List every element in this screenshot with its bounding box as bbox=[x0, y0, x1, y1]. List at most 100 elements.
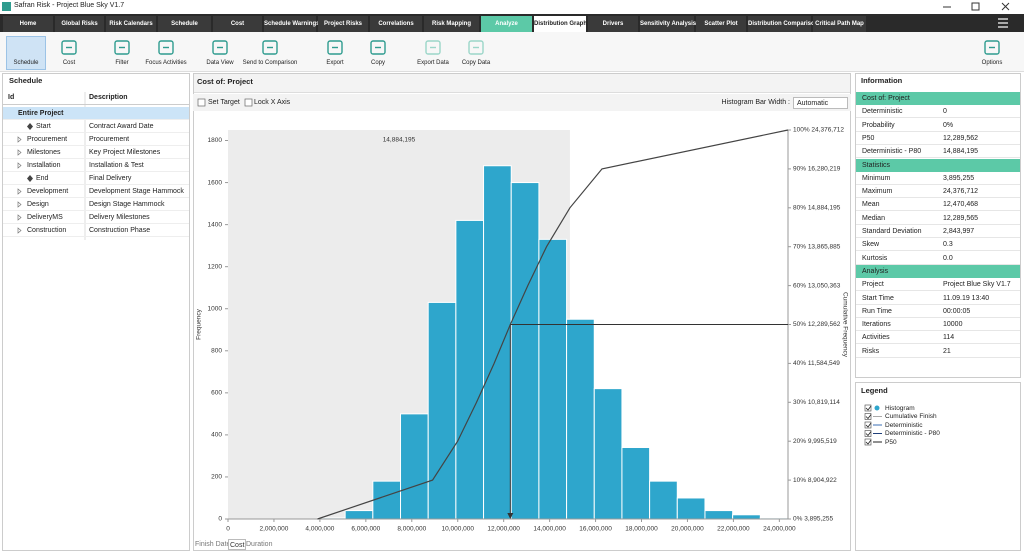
checkbox-label[interactable]: Lock X Axis bbox=[254, 99, 291, 106]
tool-button[interactable]: Export bbox=[326, 60, 344, 66]
info-value: 114 bbox=[943, 334, 955, 342]
row-description: Construction Phase bbox=[89, 227, 151, 234]
tool-button[interactable]: Filter bbox=[115, 60, 129, 66]
info-key: Kurtosis bbox=[862, 254, 888, 262]
tab[interactable]: Critical Path Map bbox=[813, 16, 866, 32]
tab[interactable]: Project Risks bbox=[318, 16, 368, 32]
graph-panel bbox=[193, 73, 851, 551]
row-id: DeliveryMS bbox=[27, 214, 63, 221]
bottom-tab[interactable]: Finish Date bbox=[195, 541, 231, 548]
row-description: Procurement bbox=[89, 136, 130, 143]
info-row bbox=[856, 318, 1020, 332]
info-key: Median bbox=[862, 214, 885, 222]
tool-button[interactable]: Data View bbox=[206, 60, 234, 66]
info-row bbox=[856, 305, 1020, 318]
tab[interactable]: Global Risks bbox=[55, 16, 104, 32]
tab[interactable]: Schedule Warnings bbox=[264, 16, 319, 32]
info-value: 2,843,997 bbox=[943, 228, 975, 235]
tab[interactable]: Scatter Plot bbox=[696, 16, 746, 32]
legend-item[interactable]: Deterministic - P80 bbox=[885, 430, 940, 437]
info-value: 0.0 bbox=[943, 254, 953, 262]
info-key: P50 bbox=[862, 134, 875, 142]
schedule-row[interactable] bbox=[3, 185, 189, 198]
info-value: 11.09.19 13:40 bbox=[943, 294, 990, 302]
tool-button[interactable]: Options bbox=[981, 60, 1003, 66]
dropdown[interactable]: Automatic bbox=[793, 97, 848, 109]
info-key: Probability bbox=[862, 121, 895, 129]
tab[interactable]: Home bbox=[3, 16, 53, 32]
row-description: Final Delivery bbox=[89, 175, 132, 182]
tab[interactable]: Drivers bbox=[588, 16, 638, 32]
schedule-row[interactable] bbox=[3, 172, 189, 185]
schedule-row[interactable] bbox=[3, 133, 189, 146]
tool-button[interactable]: Copy bbox=[370, 60, 385, 66]
tool-button[interactable]: Copy Data bbox=[461, 60, 491, 66]
tool-button[interactable]: Schedule bbox=[13, 60, 39, 66]
tab[interactable]: Analyze bbox=[481, 16, 532, 32]
bottom-tab[interactable]: Duration bbox=[246, 541, 273, 548]
legend-item[interactable]: Histogram bbox=[885, 404, 915, 412]
info-value: 21 bbox=[943, 347, 951, 355]
row-id: Start bbox=[36, 123, 51, 130]
schedule-row[interactable] bbox=[3, 107, 189, 120]
tab[interactable]: Risk Calendars bbox=[106, 16, 156, 32]
selected-tool bbox=[6, 36, 46, 70]
legend-item[interactable]: P50 bbox=[885, 438, 897, 446]
tool-button[interactable]: Export Data bbox=[417, 60, 449, 66]
tool-button[interactable]: Focus Activities bbox=[145, 60, 187, 66]
tab[interactable]: Sensitivity Analysis bbox=[640, 16, 696, 32]
checkbox-label[interactable]: Set Target bbox=[208, 99, 240, 106]
legend-item[interactable]: Deterministic bbox=[885, 421, 923, 429]
schedule-row[interactable] bbox=[3, 224, 189, 237]
section-header: Statistics bbox=[856, 158, 1020, 172]
panel-title: Legend bbox=[861, 386, 888, 395]
section-header: Cost of: Project bbox=[856, 92, 1020, 105]
row-id: Design bbox=[27, 201, 49, 208]
row-id: Milestones bbox=[27, 149, 61, 156]
panel-title: Cost of: Project bbox=[197, 77, 253, 86]
column-header: Id bbox=[8, 94, 15, 101]
tool-button[interactable]: Cost bbox=[62, 60, 76, 66]
graph-controls bbox=[193, 94, 851, 111]
schedule-row[interactable] bbox=[3, 198, 189, 211]
schedule-row[interactable] bbox=[3, 146, 189, 159]
tab[interactable]: Schedule bbox=[158, 16, 211, 32]
info-value: 12,470,468 bbox=[943, 201, 979, 209]
info-key: Deterministic - P80 bbox=[862, 148, 922, 156]
info-value: Project Blue Sky V1.7 bbox=[943, 281, 1011, 289]
tab[interactable]: Risk Mapping bbox=[424, 16, 479, 32]
dropdown-label: Histogram Bar Width : bbox=[721, 99, 790, 106]
row-description: Key Project Milestones bbox=[89, 149, 161, 156]
info-row bbox=[856, 185, 1020, 199]
row-description: Installation & Test bbox=[89, 162, 144, 169]
info-value: 3,895,255 bbox=[943, 174, 975, 182]
info-row bbox=[856, 105, 1020, 119]
section-header: Analysis bbox=[856, 264, 1020, 278]
info-key: Deterministic bbox=[862, 108, 903, 116]
panel-title: Schedule bbox=[9, 76, 43, 85]
legend-item[interactable]: Cumulative Finish bbox=[885, 413, 937, 420]
schedule-row[interactable] bbox=[3, 120, 189, 133]
info-row bbox=[856, 278, 1020, 292]
info-row bbox=[856, 238, 1020, 252]
panel-header bbox=[194, 74, 850, 93]
tab[interactable]: Correlations bbox=[370, 16, 422, 32]
tab[interactable]: Distribution Graph bbox=[534, 16, 587, 32]
info-value: 10000 bbox=[943, 321, 963, 329]
row-id: Procurement bbox=[27, 136, 68, 143]
info-value: 24,376,712 bbox=[943, 188, 979, 196]
info-row bbox=[856, 172, 1020, 185]
info-row bbox=[856, 331, 1020, 345]
tab[interactable]: Cost bbox=[213, 16, 262, 32]
tool-button[interactable]: Send to Comparison bbox=[242, 60, 298, 66]
tab[interactable]: Distribution Comparison bbox=[748, 16, 818, 32]
row-description: Contract Award Date bbox=[89, 123, 154, 130]
schedule-row[interactable] bbox=[3, 159, 189, 172]
schedule-row[interactable] bbox=[3, 211, 189, 224]
bottom-tab[interactable]: Cost bbox=[228, 539, 247, 550]
row-id: End bbox=[36, 175, 49, 182]
info-row bbox=[856, 132, 1020, 145]
info-key: Mean bbox=[862, 201, 880, 209]
info-value: 12,289,562 bbox=[943, 134, 979, 142]
schedule-panel bbox=[2, 73, 190, 551]
